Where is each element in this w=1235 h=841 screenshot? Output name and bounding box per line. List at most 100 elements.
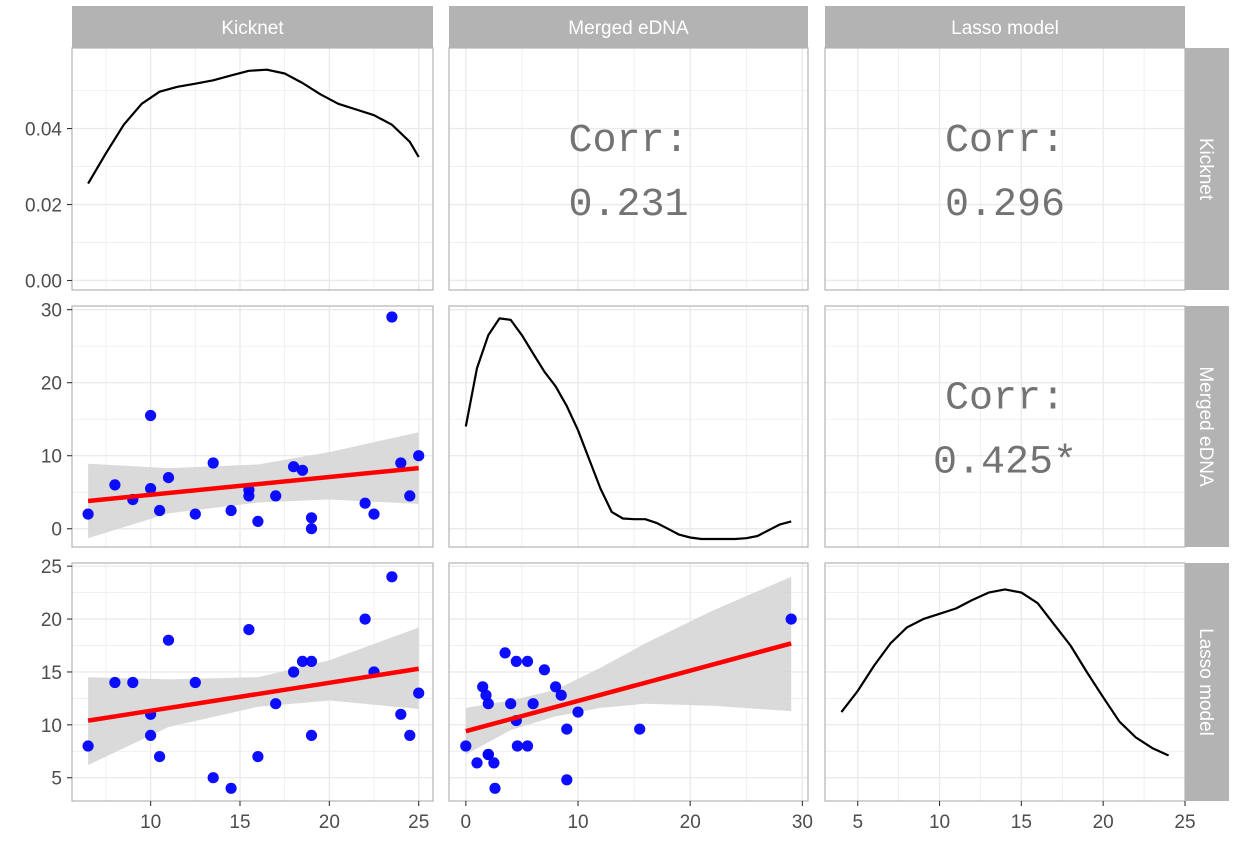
data-point bbox=[243, 624, 255, 636]
axes: 10 15 20 25 0 10 20 30 5 10 15 20 25 0.00 0.02 0.04 0 10 2… bbox=[25, 120, 1196, 833]
data-point bbox=[395, 708, 407, 720]
data-point bbox=[489, 782, 501, 794]
x-tick-label: 20 bbox=[1093, 812, 1114, 833]
row-strips: Kicknet Merged eDNA Lasso model bbox=[1185, 48, 1229, 801]
data-point bbox=[538, 664, 551, 676]
y-tick-label: 10 bbox=[41, 716, 62, 737]
panel-grid bbox=[825, 306, 1185, 547]
data-point bbox=[505, 698, 517, 710]
row-strip-merged-edna: Merged eDNA bbox=[1185, 306, 1229, 547]
data-point bbox=[511, 740, 523, 752]
y-tick-label: 15 bbox=[41, 663, 62, 684]
panel-kicknet-kicknet bbox=[71, 47, 434, 291]
y-tick-label: 20 bbox=[41, 374, 62, 395]
y-tick-label: 0 bbox=[51, 520, 62, 541]
correlation-value: 0.425* bbox=[933, 441, 1077, 486]
x-axis-lasso-model: 5 10 15 20 25 bbox=[852, 801, 1196, 833]
column-strip-merged-edna: Merged eDNA bbox=[449, 6, 808, 48]
correlation-label: Corr: bbox=[945, 119, 1065, 164]
panel-border bbox=[824, 562, 1186, 802]
row-strip-lasso-model: Lasso model bbox=[1185, 563, 1229, 801]
y-tick-label: 0.04 bbox=[25, 120, 62, 141]
data-point bbox=[82, 508, 94, 520]
correlation-label: Corr: bbox=[568, 119, 688, 164]
x-axis-kicknet: 10 15 20 25 bbox=[140, 801, 429, 833]
data-point bbox=[359, 613, 371, 625]
x-tick-label: 10 bbox=[567, 812, 588, 833]
data-point bbox=[395, 457, 407, 469]
data-point bbox=[359, 497, 371, 509]
data-point bbox=[296, 655, 309, 668]
data-point bbox=[561, 723, 573, 735]
y-tick-label: 5 bbox=[51, 769, 62, 790]
panels: Corr: 0.231 Corr: 0.296 Corr: 0.425* bbox=[71, 47, 1186, 802]
row-strip-label: Merged eDNA bbox=[1195, 366, 1216, 487]
x-tick-label: 20 bbox=[319, 812, 340, 833]
data-point bbox=[480, 689, 492, 701]
panel-grid bbox=[449, 306, 808, 547]
data-point bbox=[368, 508, 380, 520]
x-tick-label: 15 bbox=[1011, 812, 1032, 833]
data-point bbox=[561, 774, 573, 786]
density-curve bbox=[464, 317, 792, 541]
x-tick-label: 10 bbox=[929, 812, 950, 833]
regression-line bbox=[87, 666, 420, 723]
data-point bbox=[162, 634, 175, 646]
data-point bbox=[189, 676, 201, 689]
x-tick-label: 5 bbox=[852, 812, 863, 833]
data-point bbox=[785, 613, 797, 625]
correlation-label: Corr: bbox=[945, 377, 1065, 422]
data-point bbox=[527, 698, 539, 710]
data-point bbox=[162, 472, 175, 484]
data-point bbox=[270, 698, 282, 710]
data-point bbox=[305, 512, 318, 524]
data-point bbox=[296, 464, 309, 476]
x-tick-label: 25 bbox=[1174, 812, 1195, 833]
data-point bbox=[499, 647, 511, 659]
panel-border bbox=[448, 305, 809, 548]
panel-grid bbox=[825, 48, 1185, 290]
panel-merged-edna-lasso-model: Corr: 0.425* bbox=[824, 305, 1186, 548]
data-point bbox=[252, 515, 264, 528]
x-tick-label: 15 bbox=[229, 812, 250, 833]
row-strip-kicknet: Kicknet bbox=[1185, 48, 1229, 290]
panel-border bbox=[71, 305, 434, 548]
data-point bbox=[386, 571, 398, 583]
column-strips: Kicknet Merged eDNA Lasso model bbox=[72, 6, 1185, 48]
column-strip-lasso-model: Lasso model bbox=[825, 6, 1185, 48]
y-tick-label: 30 bbox=[41, 301, 62, 322]
data-point bbox=[305, 729, 318, 742]
data-point bbox=[386, 311, 398, 323]
row-strip-label: Lasso model bbox=[1195, 628, 1216, 736]
panel-background bbox=[449, 306, 808, 547]
data-point bbox=[460, 740, 472, 752]
column-strip-background bbox=[72, 6, 433, 48]
x-tick-label: 20 bbox=[680, 812, 701, 833]
data-point bbox=[488, 757, 500, 769]
regression-line bbox=[465, 641, 792, 734]
column-strip-background bbox=[825, 6, 1185, 48]
row-strip-label: Kicknet bbox=[1195, 138, 1216, 201]
column-strip-kicknet: Kicknet bbox=[72, 6, 433, 48]
data-point bbox=[145, 483, 157, 495]
y-tick-label: 10 bbox=[41, 447, 62, 468]
column-strip-background bbox=[449, 6, 808, 48]
row-strip-background bbox=[1185, 306, 1229, 547]
panel-lasso-model-merged-edna bbox=[448, 562, 809, 802]
regression-line bbox=[87, 465, 419, 504]
data-point bbox=[82, 740, 94, 752]
data-point bbox=[252, 751, 264, 763]
x-tick-label: 25 bbox=[408, 812, 429, 833]
panel-lasso-model-kicknet bbox=[71, 562, 434, 802]
data-point bbox=[413, 687, 425, 699]
data-point bbox=[404, 729, 416, 742]
data-point bbox=[521, 655, 534, 668]
x-tick-label: 10 bbox=[140, 812, 161, 833]
x-tick-label: 30 bbox=[792, 812, 813, 833]
correlation-value: 0.231 bbox=[568, 183, 688, 228]
panel-background bbox=[825, 48, 1185, 290]
data-point bbox=[550, 681, 562, 693]
data-point bbox=[270, 490, 282, 502]
data-point bbox=[477, 681, 489, 693]
x-axis-merged-edna: 0 10 20 30 bbox=[461, 801, 813, 833]
